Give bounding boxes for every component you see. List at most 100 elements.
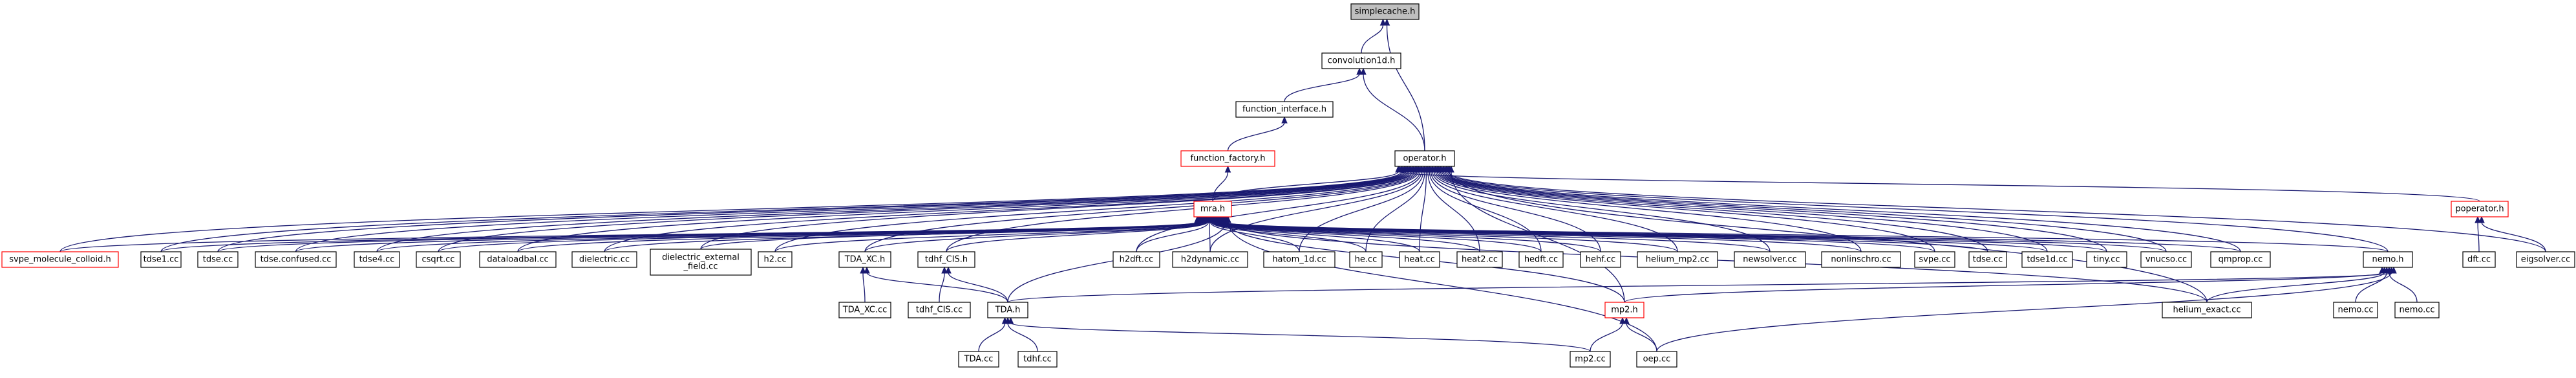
node-hatom[interactable]: hatom_1d.cc [1263, 251, 1336, 268]
node-box [2086, 251, 2127, 268]
node-tdhfcish[interactable]: tdhf_CIS.h [917, 251, 975, 268]
edge-arrowhead [941, 266, 948, 274]
node-box [1636, 351, 1677, 368]
node-tiny[interactable]: tiny.cc [2086, 251, 2127, 268]
dependency-edge [59, 171, 1402, 252]
node-box [838, 251, 891, 268]
dependency-edge [1363, 73, 1425, 151]
node-hemp2[interactable]: helium_mp2.cc [1637, 251, 1718, 268]
node-box [838, 302, 891, 318]
node-box [917, 251, 975, 268]
node-label: dataloadbal.cc [487, 255, 548, 265]
node-tdah[interactable]: TDA.h [987, 302, 1028, 318]
node-tdaxch[interactable]: TDA_XC.h [838, 251, 891, 268]
node-label: csqrt.cc [421, 255, 454, 265]
node-tdse_a[interactable]: tdse.cc [197, 251, 239, 268]
dependency-edge [1136, 171, 1421, 252]
dependency-edge [1224, 221, 2389, 252]
dependency-edge [866, 272, 1008, 303]
node-poperator[interactable]: poperator.h [2451, 201, 2509, 217]
node-box [571, 251, 637, 268]
node-h2dft[interactable]: h2dft.cc [1112, 251, 1160, 268]
node-conv[interactable]: convolution1d.h [1321, 52, 1401, 69]
node-operator[interactable]: operator.h [1394, 150, 1455, 167]
node-newsolver[interactable]: newsolver.cc [1734, 251, 1806, 268]
dependency-edge [1228, 221, 1657, 352]
node-heat[interactable]: heat.cc [1399, 251, 1440, 268]
node-box [958, 351, 999, 368]
node-label: mp2.cc [1575, 355, 1606, 364]
node-box [2140, 251, 2192, 268]
dependency-edge [217, 171, 1405, 252]
node-label: tdse.confused.cc [261, 255, 332, 265]
node-mra[interactable]: mra.h [1193, 201, 1232, 217]
node-h2dyn[interactable]: h2dynamic.cc [1172, 251, 1248, 268]
dependency-edge [1446, 171, 2389, 252]
node-box [197, 251, 239, 268]
node-hehf[interactable]: hehf.cc [1580, 251, 1621, 268]
node-mp2h[interactable]: mp2.h [1604, 302, 1645, 318]
node-box [1235, 101, 1334, 118]
node-box [2333, 302, 2378, 318]
node-label: vnucso.cc [2145, 255, 2187, 265]
node-svpe[interactable]: svpe.cc [1914, 251, 1955, 268]
node-label: dielectric_external [662, 253, 740, 263]
node-he[interactable]: he.cc [1349, 251, 1383, 268]
dependency-edge [1386, 24, 1425, 151]
node-dft[interactable]: dft.cc [2462, 251, 2496, 268]
node-dielec[interactable]: dielectric.cc [571, 251, 637, 268]
node-tdse_b[interactable]: tdse.cc [1968, 251, 2007, 268]
node-svpe_mc[interactable]: svpe_molecule_colloid.h [1, 251, 119, 268]
node-box [758, 251, 793, 268]
node-tdacc[interactable]: TDA.cc [958, 351, 999, 368]
dependency-edge [2477, 221, 2480, 252]
node-tdseconf[interactable]: tdse.confused.cc [255, 251, 337, 268]
dependency-edge [1216, 221, 1771, 252]
dependency-edge [946, 221, 1208, 252]
dependency-edge [1209, 221, 1211, 252]
node-label: helium_mp2.cc [1646, 255, 1709, 265]
node-tdhfciscc[interactable]: tdhf_CIS.cc [908, 302, 971, 318]
node-mp2cc[interactable]: mp2.cc [1570, 351, 1611, 368]
node-tdse1[interactable]: tdse1.cc [140, 251, 182, 268]
node-box [2451, 201, 2509, 217]
node-label: tdhf_CIS.h [925, 255, 968, 265]
node-label: svpe.cc [1919, 255, 1950, 265]
dependency-edge [1624, 272, 2383, 303]
dependency-edge [295, 221, 1201, 252]
node-tdse1d[interactable]: tdse1d.cc [2021, 251, 2073, 268]
node-nonlin[interactable]: nonlinschro.cc [1821, 251, 1901, 268]
node-funcfact[interactable]: function_factory.h [1180, 150, 1275, 167]
node-h2[interactable]: h2.cc [758, 251, 793, 268]
node-box [1, 251, 119, 268]
node-vnucso[interactable]: vnucso.cc [2140, 251, 2192, 268]
node-tdaxccc[interactable]: TDA_XC.cc [838, 302, 891, 318]
node-heat2[interactable]: heat2.cc [1456, 251, 1503, 268]
node-simplecache: simplecache.h [1350, 3, 1420, 20]
dependency-edge [376, 171, 1409, 252]
node-csqrt[interactable]: csqrt.cc [416, 251, 461, 268]
node-funcint[interactable]: function_interface.h [1235, 101, 1334, 118]
node-dielext[interactable]: dielectric_external_field.cc [650, 249, 752, 276]
node-tdhfcc[interactable]: tdhf.cc [1017, 351, 1058, 368]
edge-arrowhead [2475, 216, 2481, 223]
node-label: mra.h [1200, 205, 1225, 214]
node-qmprop[interactable]: qmprop.cc [2210, 251, 2271, 268]
node-hexact[interactable]: helium_exact.cc [2162, 302, 2252, 318]
dependency-edge [1443, 171, 2167, 252]
dependency-edge [2481, 221, 2546, 252]
node-oepcc[interactable]: oep.cc [1636, 351, 1677, 368]
node-box [1263, 251, 1336, 268]
node-nemoh[interactable]: nemo.h [2363, 251, 2413, 268]
node-eigsolver[interactable]: eigsolver.cc [2516, 251, 2575, 268]
node-box [1734, 251, 1806, 268]
node-nemocc2[interactable]: nemo.cc [2394, 302, 2440, 318]
node-dataload[interactable]: dataloadbal.cc [479, 251, 557, 268]
node-tdse4[interactable]: tdse4.cc [354, 251, 400, 268]
node-label: function_factory.h [1191, 154, 1266, 164]
node-hedft[interactable]: hedft.cc [1518, 251, 1564, 268]
dependency-edge [295, 171, 1407, 252]
node-box [1914, 251, 1955, 268]
node-nemocc1[interactable]: nemo.cc [2333, 302, 2378, 318]
